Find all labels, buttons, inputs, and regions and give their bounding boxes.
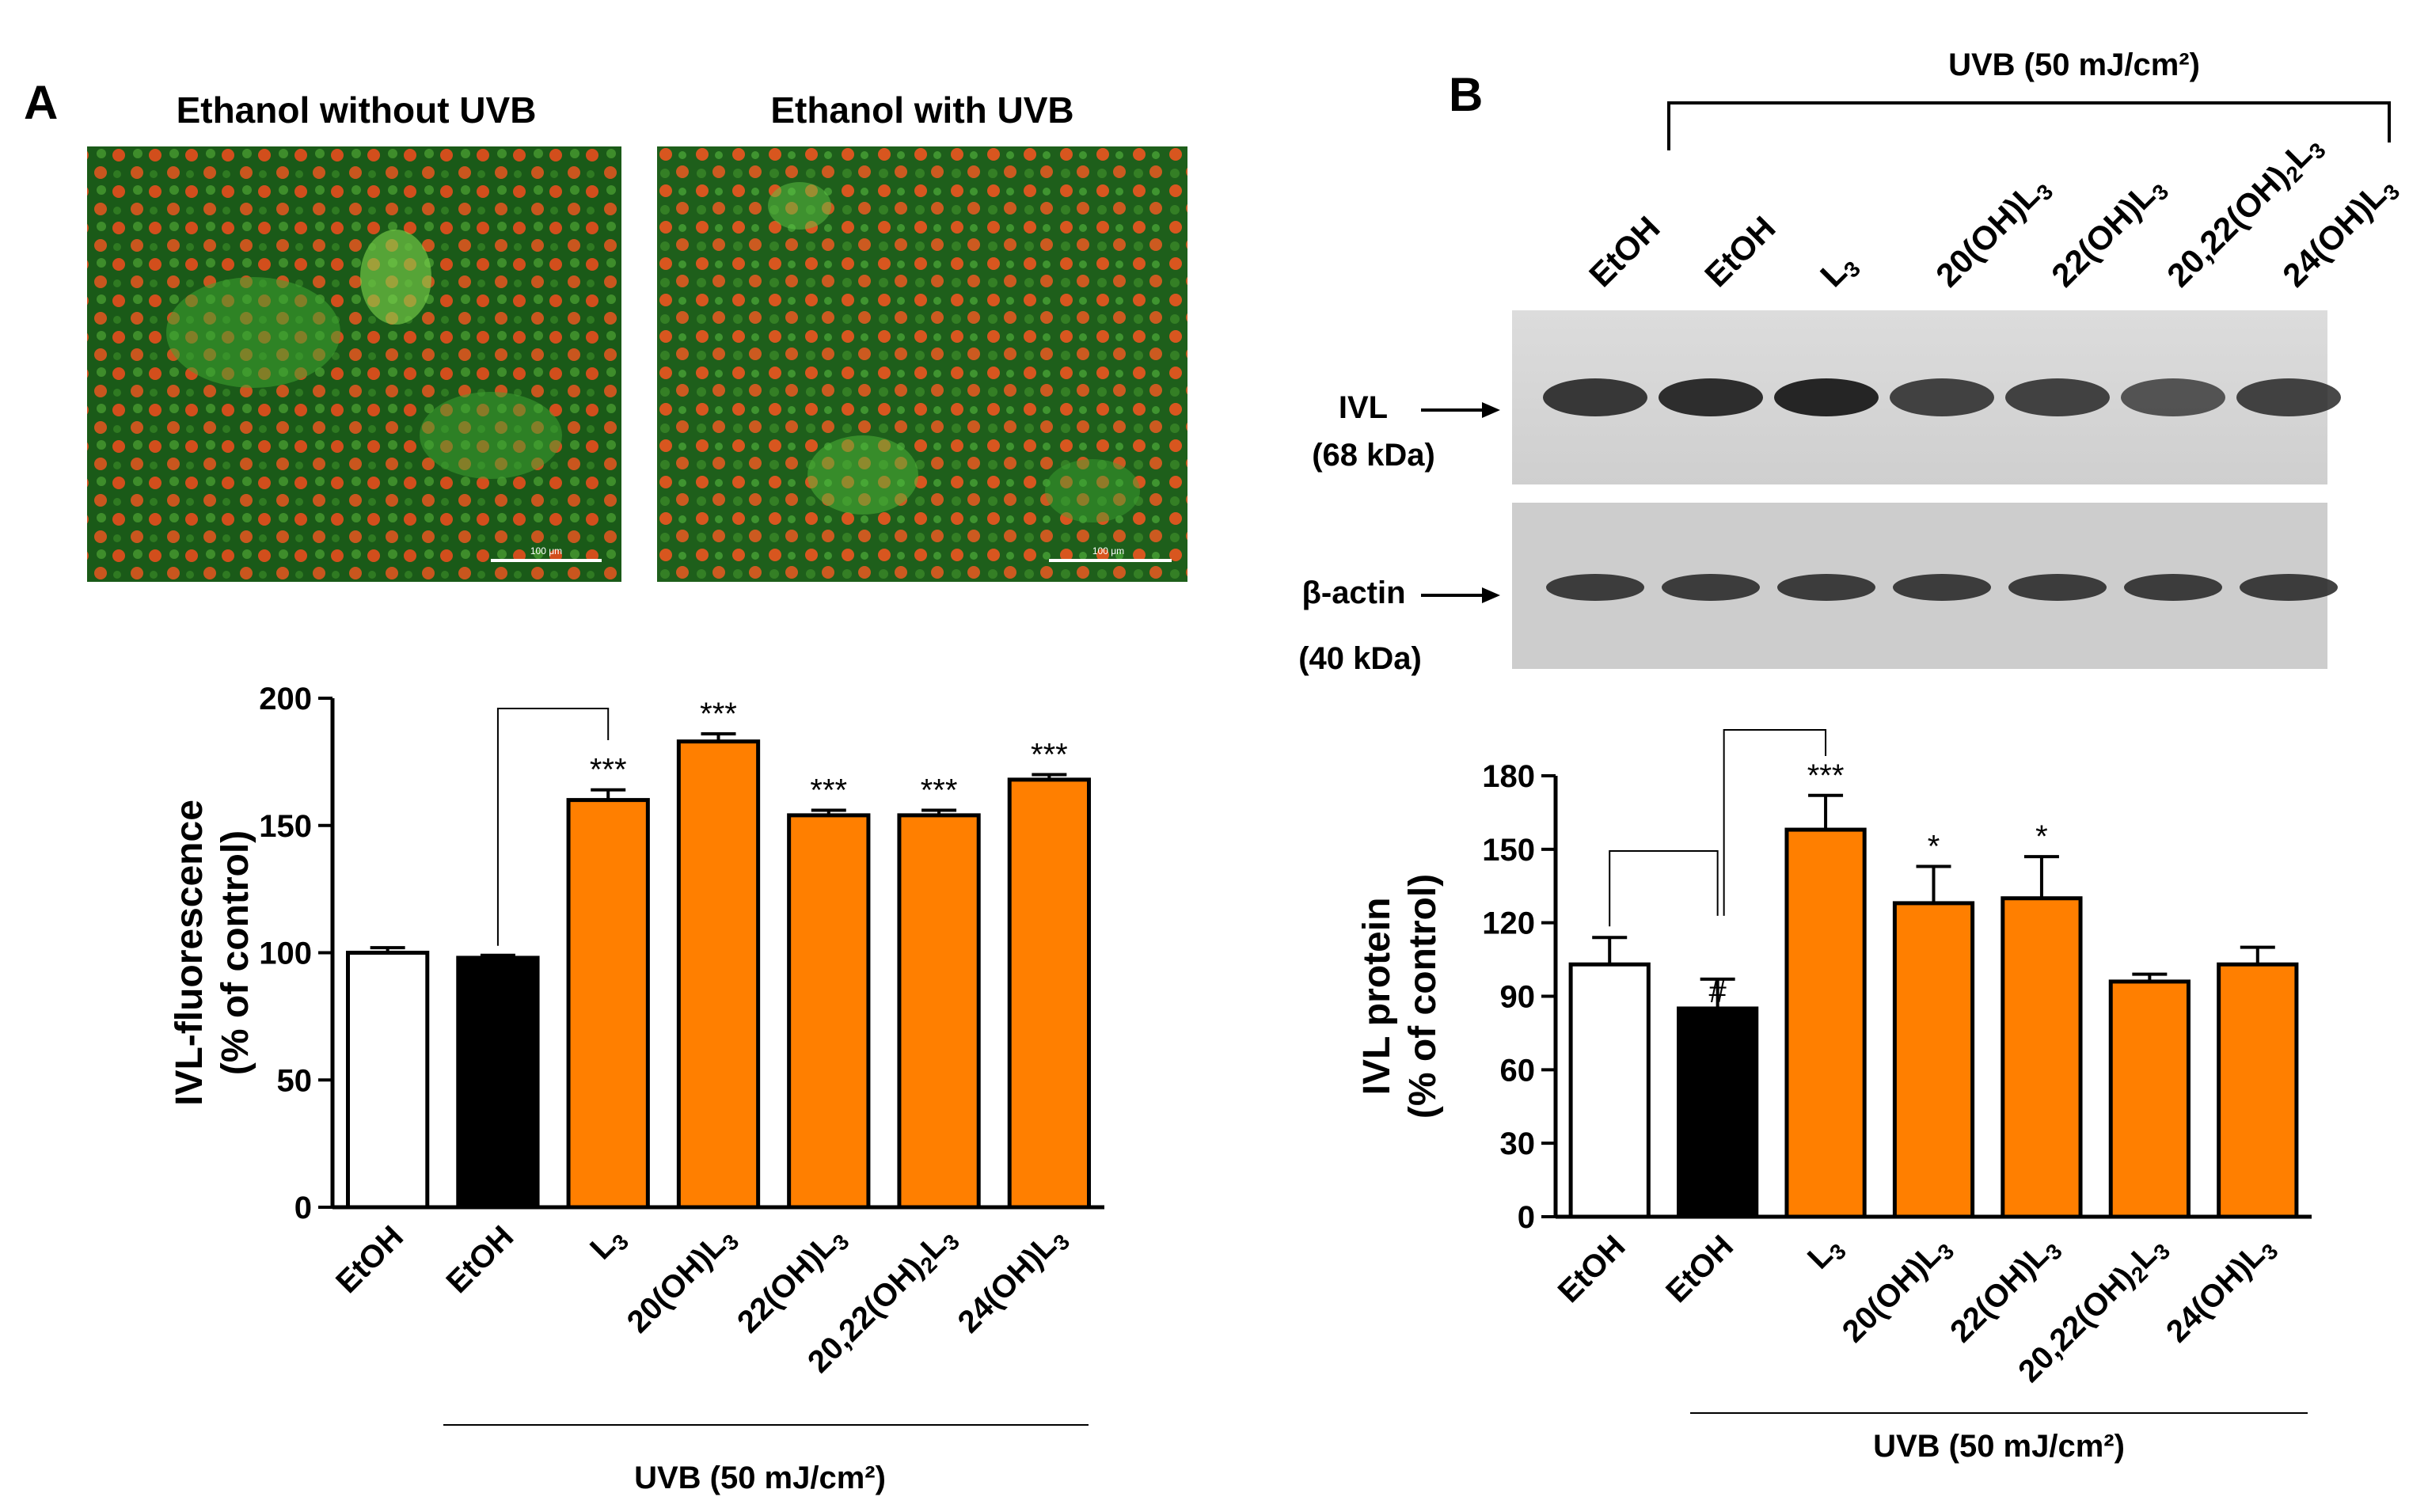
actin-band bbox=[2240, 574, 2338, 601]
ivl-band bbox=[1890, 378, 1994, 416]
chart-a-bar bbox=[676, 739, 761, 1210]
chart-b-bar bbox=[1568, 962, 1651, 1219]
chart-b-ytick-label: 180 bbox=[1482, 759, 1535, 794]
chart-a-category-label: 24(OH)L3 bbox=[952, 1219, 1075, 1343]
chart-a-category-label: 20(OH)L3 bbox=[621, 1219, 744, 1343]
chart-b-significance-label: * bbox=[1928, 829, 1940, 864]
chart-b-ytick-label: 90 bbox=[1500, 980, 1536, 1015]
chart-a-bar bbox=[1007, 777, 1091, 1210]
chart-b-bracket-etoh bbox=[1609, 850, 1719, 927]
chart-b-category-label: L3 bbox=[1801, 1229, 1851, 1278]
ivl-band bbox=[1543, 378, 1647, 416]
chart-a-category-label: EtOH bbox=[329, 1219, 410, 1300]
scale-bar-text-right: 100 μm bbox=[1092, 545, 1124, 557]
chart-b-bar bbox=[2001, 896, 2083, 1219]
chart-a-bar bbox=[456, 955, 540, 1210]
chart-b-bar bbox=[2217, 962, 2299, 1219]
western-blot-actin bbox=[1512, 503, 2338, 669]
chart-b-ytick-label: 60 bbox=[1500, 1053, 1536, 1088]
chart-b: 0 30 60 90 120 150 180 IVL protein (% of control… bbox=[1356, 729, 2312, 1414]
chart-b-ytick-label: 30 bbox=[1500, 1126, 1536, 1161]
chart-a-bar bbox=[787, 813, 871, 1210]
chart-b-category-label: EtOH bbox=[1552, 1229, 1632, 1309]
chart-b-significance-label: *** bbox=[1807, 758, 1845, 793]
micrograph-right-title: Ethanol with UVB bbox=[770, 89, 1073, 131]
ivl-band bbox=[2005, 378, 2110, 416]
chart-b-bracket-l3 bbox=[1723, 729, 1827, 916]
chart-b-bar bbox=[1892, 901, 1975, 1219]
chart-b-bar bbox=[1784, 827, 1867, 1219]
ivl-band bbox=[1659, 378, 1763, 416]
chart-b-category-label: 20(OH)L3 bbox=[1836, 1229, 1959, 1352]
actin-band-kda: (40 kDa) bbox=[1298, 641, 1422, 676]
actin-arrowhead bbox=[1482, 587, 1500, 603]
chart-a-ytick-label: 0 bbox=[294, 1191, 312, 1225]
chart-b-ytick-label: 0 bbox=[1518, 1200, 1535, 1235]
western-blot-ivl bbox=[1512, 310, 2341, 484]
chart-a: 0 50 100 150 200 IVL-fluorescence (% of contro… bbox=[169, 682, 1104, 1426]
chart-a-ytick-label: 50 bbox=[277, 1063, 313, 1098]
ivl-arrowhead bbox=[1482, 402, 1500, 418]
chart-a-comparison-bracket bbox=[496, 708, 610, 946]
chart-a-bar bbox=[346, 951, 430, 1210]
panel-a-letter: A bbox=[24, 76, 58, 129]
chart-b-significance-label: * bbox=[2035, 819, 2048, 854]
actin-band bbox=[2008, 574, 2107, 601]
micrograph-left: 100 μm bbox=[87, 146, 621, 582]
ivl-band-kda: (68 kDa) bbox=[1312, 438, 1435, 473]
chart-a-uvb-text: UVB (50 mJ/cm²) bbox=[634, 1461, 886, 1495]
chart-b-significance-label: # bbox=[1709, 974, 1727, 1009]
chart-a-ytick-label: 150 bbox=[259, 809, 312, 844]
chart-b-uvb-text: UVB (50 mJ/cm²) bbox=[1873, 1429, 2125, 1464]
chart-a-category-label: EtOH bbox=[439, 1219, 520, 1300]
chart-b-category-label: EtOH bbox=[1659, 1229, 1740, 1309]
chart-a-significance-label: *** bbox=[700, 697, 737, 731]
chart-b-uvb-label: UVB (50 mJ/cm²) bbox=[1873, 1429, 2125, 1464]
blot-lane-label: EtOH bbox=[1582, 209, 1666, 294]
chart-a-bar bbox=[566, 798, 650, 1210]
blot-lane-label: 20(OH)L3 bbox=[1928, 168, 2058, 297]
chart-a-significance-label: *** bbox=[1031, 737, 1068, 772]
blot-lane-label: L3 bbox=[1813, 245, 1865, 297]
actin-band bbox=[1546, 574, 1644, 601]
chart-b-ytick-label: 120 bbox=[1482, 906, 1535, 941]
actin-band-label: β-actin bbox=[1301, 576, 1405, 610]
chart-b-ytick-label: 150 bbox=[1482, 833, 1535, 868]
blot-lane-label: 24(OH)L3 bbox=[2275, 168, 2404, 297]
scale-bar-text-left: 100 μm bbox=[530, 545, 562, 557]
ivl-band bbox=[2236, 378, 2341, 416]
chart-a-ytick-label: 100 bbox=[259, 936, 312, 971]
blot-lane-label: EtOH bbox=[1697, 209, 1782, 294]
actin-band bbox=[1893, 574, 1991, 601]
chart-a-significance-label: *** bbox=[810, 773, 847, 807]
chart-a-significance-label: *** bbox=[590, 753, 627, 788]
micrograph-left-title: Ethanol without UVB bbox=[177, 89, 537, 131]
chart-b-y-title: IVL protein (% of control) bbox=[1356, 874, 1444, 1119]
ivl-band bbox=[2121, 378, 2225, 416]
actin-band bbox=[2124, 574, 2222, 601]
blot-uvb-bracket bbox=[1667, 101, 2391, 150]
panel-b-letter: B bbox=[1449, 68, 1483, 121]
actin-band bbox=[1777, 574, 1875, 601]
ivl-band-label: IVL bbox=[1339, 390, 1388, 425]
chart-a-ytick-label: 200 bbox=[259, 682, 312, 716]
chart-a-y-title: IVL-fluorescence (% of control) bbox=[169, 800, 256, 1106]
actin-band bbox=[1662, 574, 1760, 601]
blot-uvb-header: UVB (50 mJ/cm²) bbox=[1948, 47, 2200, 82]
chart-b-bar bbox=[1677, 1006, 1759, 1219]
chart-a-bar bbox=[897, 813, 981, 1210]
chart-a-uvb-label: UVB (50 mJ/cm²) bbox=[634, 1461, 886, 1495]
ivl-band bbox=[1774, 378, 1879, 416]
blot-lane-labels: EtOH EtOH L3 20(OH)L322(OH)L320,22(OH)2L324… bbox=[1582, 135, 2404, 297]
chart-b-category-label: 24(OH)L3 bbox=[2160, 1229, 2283, 1352]
blot-lane-label: 22(OH)L3 bbox=[2044, 168, 2173, 297]
chart-b-bar bbox=[2108, 979, 2191, 1219]
chart-a-category-label: L3 bbox=[583, 1219, 633, 1269]
micrograph-right: 100 μm bbox=[657, 146, 1187, 582]
chart-a-significance-label: *** bbox=[921, 773, 958, 807]
